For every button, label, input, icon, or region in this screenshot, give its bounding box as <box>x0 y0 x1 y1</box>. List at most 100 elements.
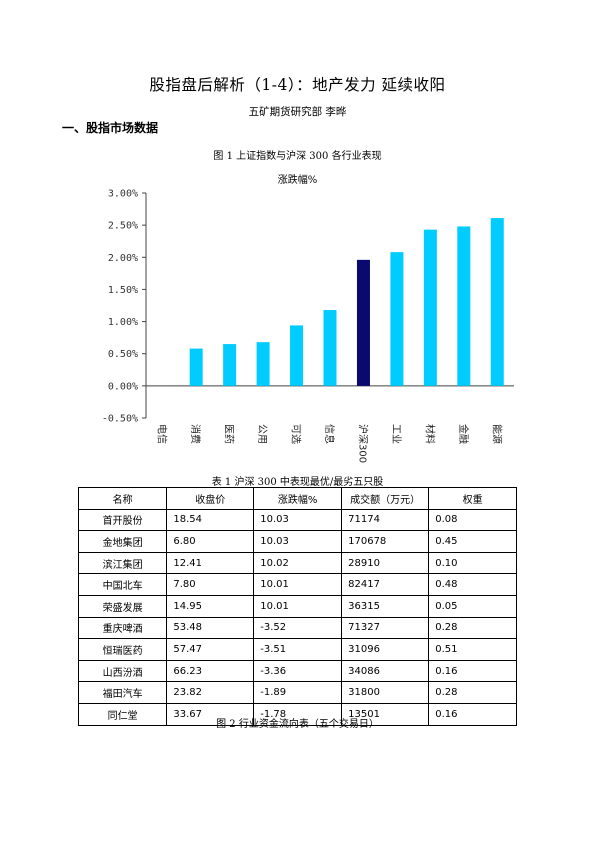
table-row: 首开股份 18.54 10.03 71174 0.08 <box>77 508 517 532</box>
cell-close: 23.82 <box>166 681 255 704</box>
cell-change: 10.03 <box>253 530 343 553</box>
y-tick-label: 3.00% <box>108 189 138 200</box>
cell-name: 荣盛发展 <box>77 594 168 618</box>
cell-turnover: 170678 <box>341 530 430 553</box>
cell-turnover: 28910 <box>341 551 430 575</box>
cell-weight: 0.16 <box>428 659 517 683</box>
cell-weight: 0.05 <box>428 594 517 618</box>
table-1-caption: 表 1 沪深 300 中表现最优/最劣五只股 <box>211 477 384 488</box>
bar-5 <box>323 310 337 386</box>
header-name: 名称 <box>77 487 168 510</box>
cell-name: 恒瑞医药 <box>77 638 168 661</box>
bar-3 <box>256 342 270 386</box>
y-tick-label: 2.00% <box>108 253 138 264</box>
cell-close: 33.67 <box>166 702 255 726</box>
bar-6 <box>356 259 370 386</box>
cell-turnover: 31096 <box>341 638 430 661</box>
table-row: 荣盛发展 14.95 10.01 36315 0.05 <box>77 594 517 618</box>
cell-close: 7.80 <box>166 573 255 596</box>
header-close: 收盘价 <box>166 487 255 510</box>
table-row: 重庆啤酒 53.48 -3.52 71327 0.28 <box>77 616 517 640</box>
cell-close: 18.54 <box>166 508 255 532</box>
cell-name: 重庆啤酒 <box>77 616 168 640</box>
author-line: 五矿期货研究部 李晔 <box>248 106 347 118</box>
cell-close: 57.47 <box>166 638 255 661</box>
bar-1 <box>189 348 203 386</box>
cell-change: 10.01 <box>253 594 343 618</box>
cell-close: 66.23 <box>166 659 255 683</box>
cell-weight: 0.10 <box>428 551 517 575</box>
cell-name: 同仁堂 <box>77 702 168 726</box>
section-heading: 一、股指市场数据 <box>62 121 159 135</box>
x-category-label: 公用 <box>256 424 267 444</box>
cell-weight: 0.48 <box>428 573 517 596</box>
cell-change: -3.36 <box>253 659 343 683</box>
y-tick-label: -0.50% <box>102 414 138 425</box>
x-category-label: 医药 <box>223 424 235 444</box>
cell-close: 12.41 <box>166 551 255 575</box>
x-category-label: 工业 <box>390 424 402 444</box>
chart-subtitle: 涨跌幅% <box>277 175 318 186</box>
cell-close: 6.80 <box>166 530 255 553</box>
cell-change: 10.02 <box>253 551 343 575</box>
cell-turnover: 82417 <box>341 573 430 596</box>
cell-change: 10.03 <box>253 508 343 532</box>
y-tick-label: 1.50% <box>108 285 138 296</box>
y-tick-label: 0.50% <box>108 349 138 360</box>
table-row: 滨江集团 12.41 10.02 28910 0.10 <box>77 551 517 575</box>
cell-change: -3.52 <box>253 616 343 640</box>
cell-weight: 0.51 <box>428 638 517 661</box>
cell-turnover: 71327 <box>341 616 430 640</box>
cell-weight: 0.08 <box>428 508 517 532</box>
x-category-label: 可选 <box>290 424 303 444</box>
bar-9 <box>457 226 471 386</box>
cell-weight: 0.45 <box>428 530 517 553</box>
x-category-label: 消费 <box>189 424 202 444</box>
figure-1-caption: 图 1 上证指数与沪深 300 各行业表现 <box>213 151 382 162</box>
table-row: 中国北车 7.80 10.01 82417 0.48 <box>77 573 517 596</box>
table-header-row: 名称 收盘价 涨跌幅% 成交额（万元） 权重 <box>77 487 517 510</box>
x-category-label: 材料 <box>423 424 436 444</box>
figure-2-caption: 图 2 行业资金流向表（五个交易日） <box>216 719 379 730</box>
table-row: 金地集团 6.80 10.03 170678 0.45 <box>77 530 517 553</box>
bar-8 <box>423 229 437 386</box>
cell-name: 首开股份 <box>77 508 168 532</box>
cell-change: 10.01 <box>253 573 343 596</box>
header-change: 涨跌幅% <box>253 487 343 510</box>
cell-name: 滨江集团 <box>77 551 168 575</box>
table-row: 山西汾酒 66.23 -3.36 34086 0.16 <box>77 659 517 683</box>
header-turnover: 成交额（万元） <box>341 487 430 510</box>
top-bottom-stocks-table: 名称 收盘价 涨跌幅% 成交额（万元） 权重 首开股份 18.54 10.03 711… <box>77 487 517 726</box>
cell-change: -1.89 <box>253 681 343 704</box>
table-row: 恒瑞医药 57.47 -3.51 31096 0.51 <box>77 638 517 661</box>
cell-weight: 0.28 <box>428 681 517 704</box>
cell-turnover: 13501 <box>341 702 430 726</box>
y-tick-label: 2.50% <box>108 221 138 232</box>
header-weight: 权重 <box>428 487 517 510</box>
industry-bar-chart: 3.00% 2.50% 2.00% 1.50% 1.00% 0.50% 0.00% -0.50… <box>102 189 514 463</box>
cell-turnover: 34086 <box>341 659 430 683</box>
cell-close: 53.48 <box>166 616 255 640</box>
bar-4 <box>290 325 304 386</box>
cell-weight: 0.16 <box>428 702 517 726</box>
y-tick-label: 1.00% <box>108 317 138 328</box>
cell-turnover: 71174 <box>341 508 430 532</box>
y-tick-label: 0.00% <box>108 381 138 392</box>
cell-name: 中国北车 <box>77 573 168 596</box>
cell-change: -3.51 <box>253 638 343 661</box>
bar-7 <box>390 252 404 386</box>
bar-10 <box>490 218 504 386</box>
cell-weight: 0.28 <box>428 616 517 640</box>
x-category-label: 金融 <box>457 424 470 444</box>
x-category-label: 信息 <box>323 424 336 444</box>
table-row: 福田汽车 23.82 -1.89 31800 0.28 <box>77 681 517 704</box>
cell-name: 山西汾酒 <box>77 659 168 683</box>
page-title: 股指盘后解析（1-4）：地产发力 延续收阳 <box>149 76 446 94</box>
x-category-label: 电信 <box>156 424 169 444</box>
cell-turnover: 36315 <box>341 594 430 618</box>
x-category-label: 能源 <box>490 424 503 444</box>
cell-name: 福田汽车 <box>77 681 168 704</box>
x-category-label: 沪深300 <box>356 424 369 463</box>
cell-turnover: 31800 <box>341 681 430 704</box>
cell-name: 金地集团 <box>77 530 168 553</box>
